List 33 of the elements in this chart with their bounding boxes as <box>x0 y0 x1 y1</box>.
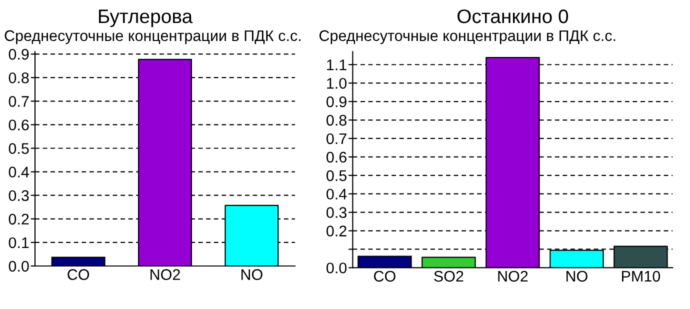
x-tick-label: SO2 <box>434 270 464 282</box>
x-tick-label: PM10 <box>622 270 660 282</box>
x-tick-label: NO <box>566 270 588 282</box>
y-tick-label: 0.0 <box>8 260 29 272</box>
y-tick-label: 0.0 <box>326 262 347 274</box>
chart-title: Бутлерова <box>98 10 193 28</box>
y-tick-label: 0.3 <box>8 190 29 202</box>
y-tick-label: 0.7 <box>8 96 29 107</box>
x-tick-label: NO2 <box>498 270 528 282</box>
y-tick-label: 1.1 <box>327 60 346 70</box>
y-tick-label: 0.8 <box>326 114 346 126</box>
chart-subtitle: Среднесуточные концентрации в ПДК с.с. <box>4 30 300 44</box>
y-tick-label: 0.5 <box>8 143 29 154</box>
y-tick-label: 0.4 <box>8 166 29 178</box>
y-tick-label: 0.1 <box>8 237 29 248</box>
y-tick-label: 0.4 <box>326 188 347 200</box>
x-tick-label: CO <box>68 269 90 280</box>
y-tick-label: 0.8 <box>8 72 29 84</box>
y-tick-label: 0.9 <box>326 96 346 108</box>
y-tick-label: 0.6 <box>8 120 29 130</box>
x-tick-label: CO <box>374 270 396 282</box>
y-tick-label: 0.9 <box>8 48 29 60</box>
y-tick-label: 0.2 <box>326 226 346 236</box>
chart-title: Останкино 0 <box>458 9 568 24</box>
x-tick-label: NO2 <box>150 269 180 280</box>
y-tick-label: 0.7 <box>326 133 346 144</box>
y-tick-label: 1.0 <box>327 78 347 89</box>
y-tick-label: 0.5 <box>326 170 347 182</box>
y-tick-label: 0.3 <box>326 207 346 218</box>
x-tick-label: NO <box>241 269 262 280</box>
y-tick-label: 0.6 <box>326 152 346 163</box>
chart-subtitle: Среднесуточные концентрации в ПДК с.с. <box>319 30 616 44</box>
y-tick-label: 0.2 <box>8 214 29 225</box>
